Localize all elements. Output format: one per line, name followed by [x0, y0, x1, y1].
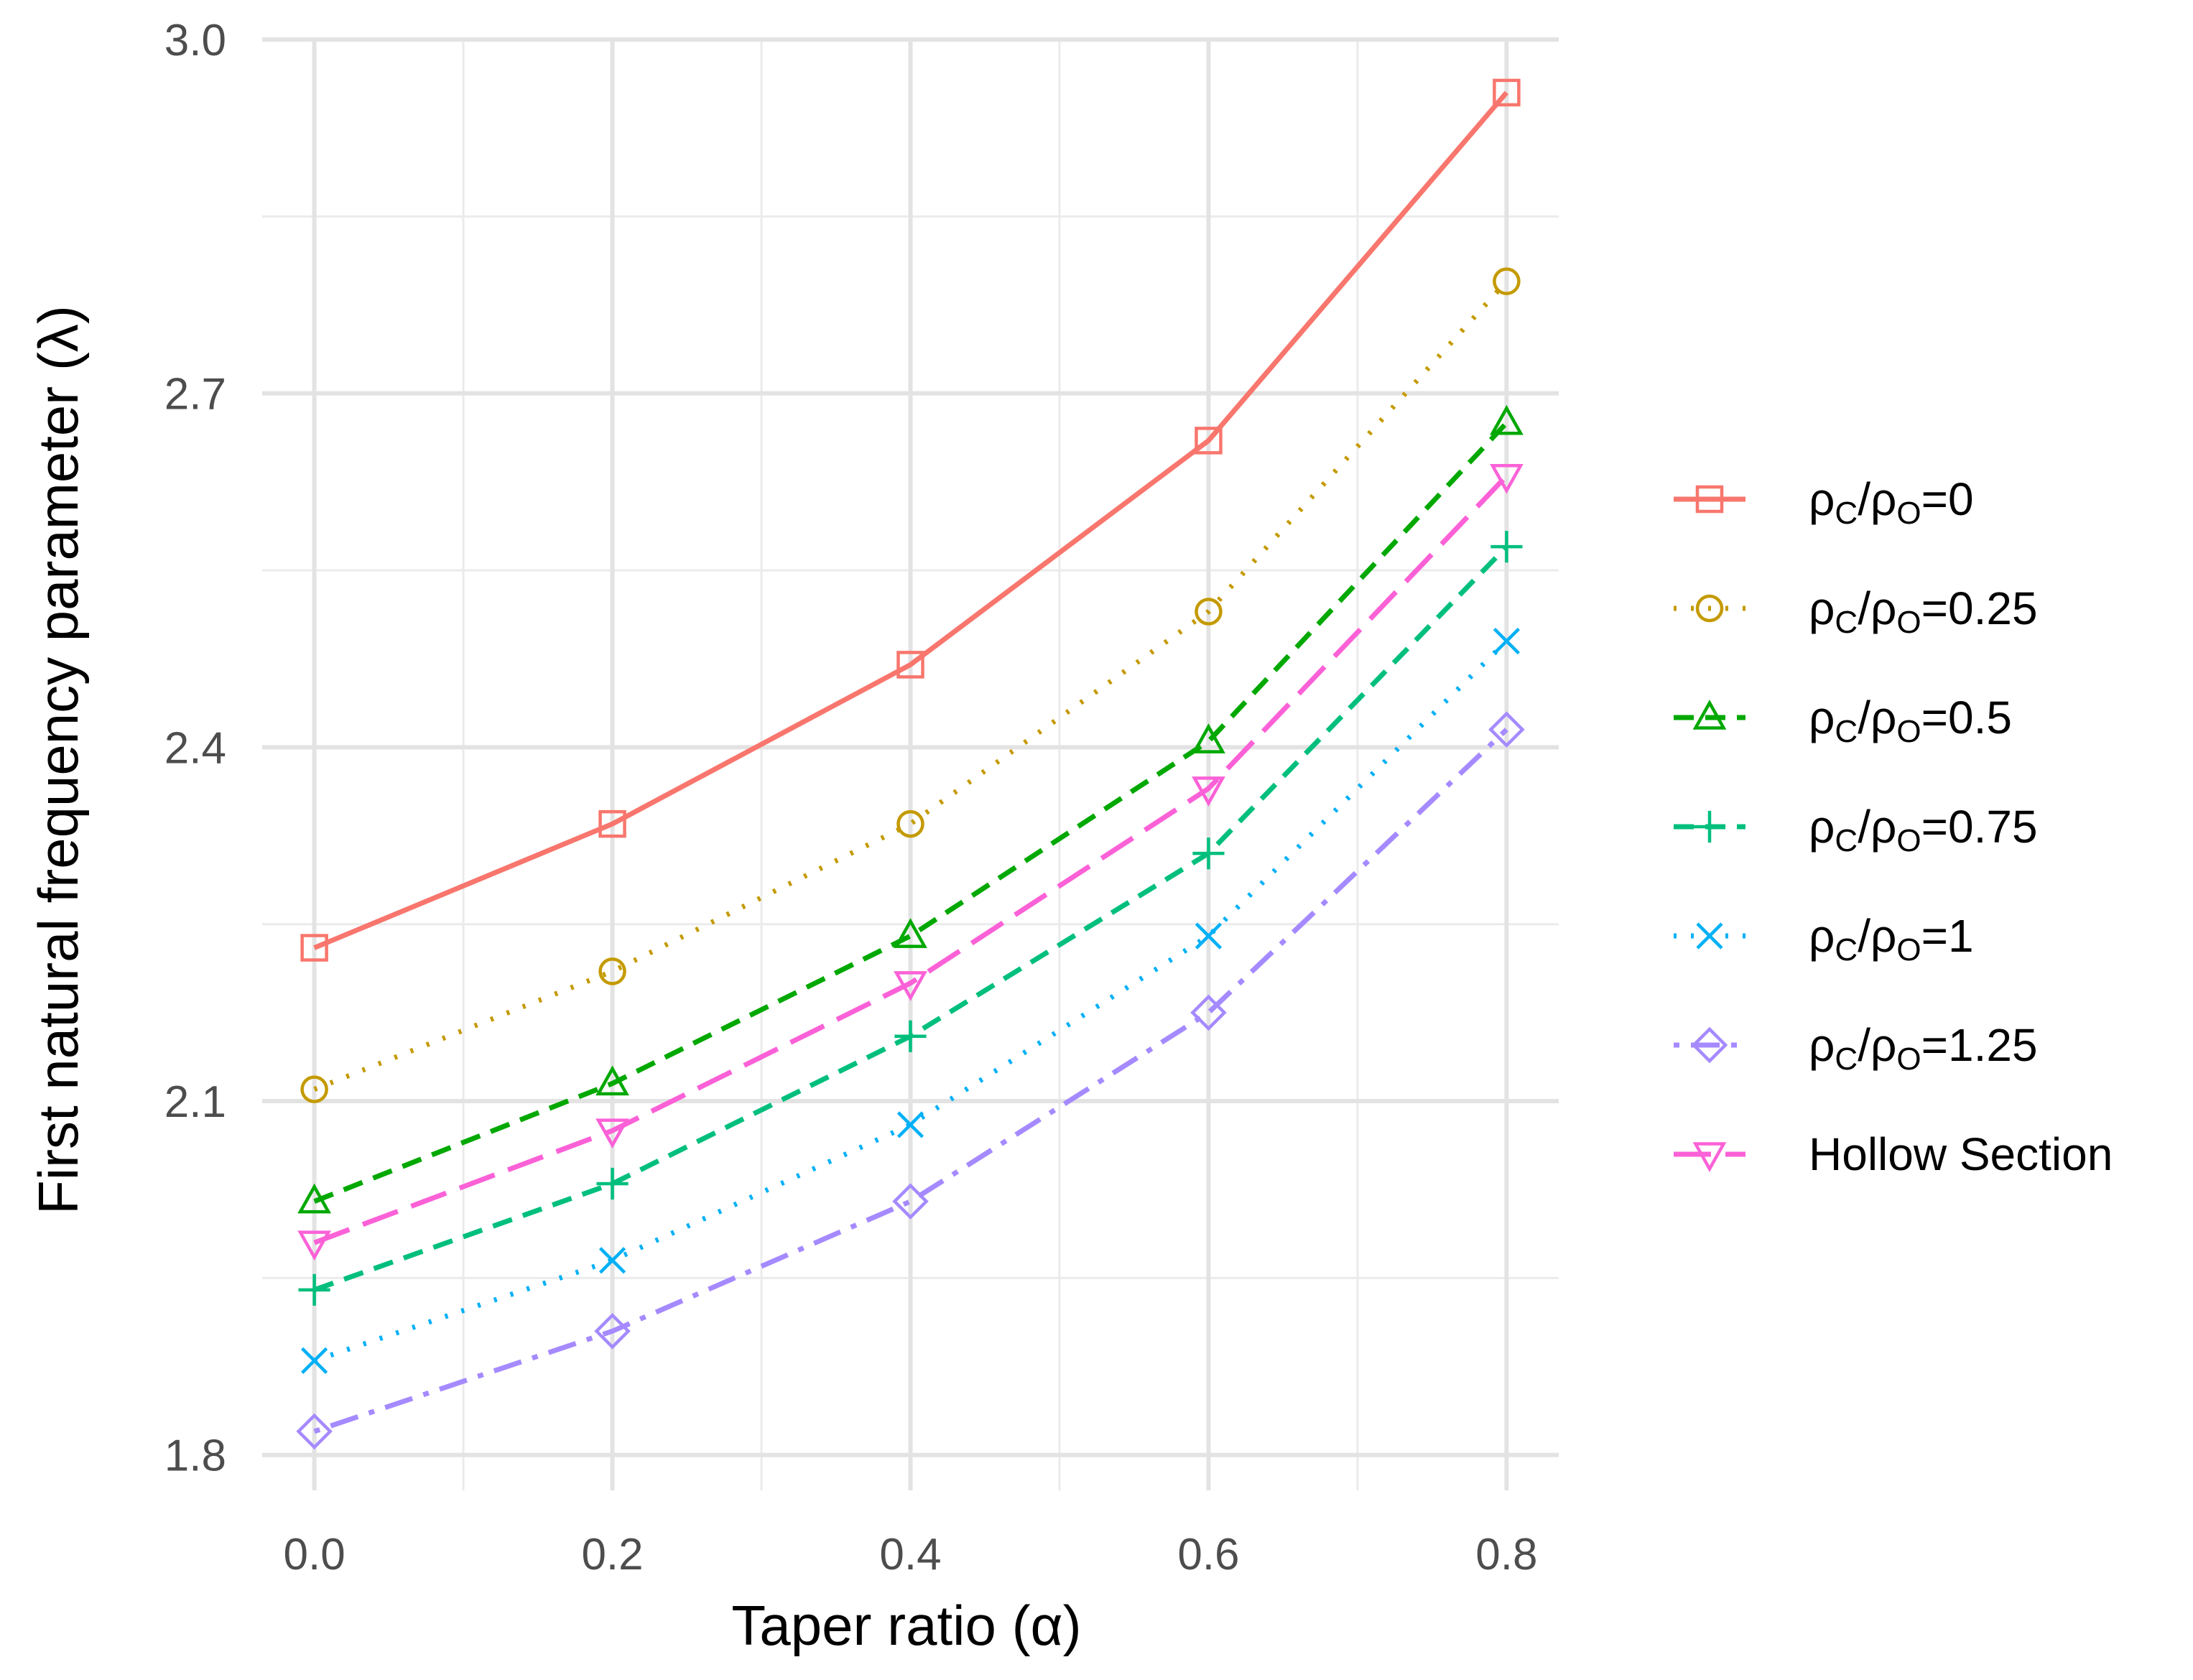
- legend-item: ρC/ρO=1.25: [1674, 1019, 2038, 1077]
- data-point: [598, 957, 626, 985]
- x-tick-label: 0.8: [1475, 1530, 1537, 1579]
- x-tick-label: 0.0: [284, 1530, 346, 1579]
- data-point: [894, 918, 927, 948]
- data-point: [1493, 78, 1521, 107]
- legend-item: ρC/ρO=0.75: [1674, 801, 2038, 858]
- data-point: [298, 1273, 330, 1306]
- series-0: [300, 78, 1521, 962]
- data-point: [1192, 776, 1225, 807]
- legend-item: ρC/ρO=0.25: [1674, 583, 2038, 640]
- legend-label: ρC/ρO=1: [1809, 910, 1974, 967]
- tick-label-layer: 0.0 0.2 0.4 0.6 0.8 1.8 2.1 2.4 2.7 3.0: [164, 16, 1538, 1579]
- data-point: [301, 1347, 328, 1374]
- data-point: [894, 1020, 927, 1052]
- series-line: [313, 91, 1509, 950]
- data-point: [598, 1247, 626, 1274]
- data-point: [896, 809, 924, 838]
- data-point: [1190, 994, 1227, 1031]
- legend-label: ρC/ρO=0.5: [1809, 692, 2012, 749]
- y-tick-label: 2.1: [164, 1077, 226, 1127]
- legend-label: ρC/ρO=1.25: [1809, 1019, 2038, 1077]
- data-point: [300, 934, 328, 962]
- data-point: [892, 1183, 929, 1220]
- series-6: [297, 463, 1524, 1261]
- data-point: [1489, 404, 1524, 435]
- series-line: [313, 728, 1508, 1434]
- series-1: [300, 267, 1521, 1103]
- data-point: [1192, 723, 1225, 753]
- x-tick-label: 0.4: [879, 1530, 941, 1579]
- data-point: [594, 1313, 631, 1350]
- y-tick-label: 1.8: [164, 1431, 226, 1481]
- grid-layer: [262, 37, 1559, 1490]
- data-point: [595, 1118, 629, 1149]
- data-point: [596, 1167, 629, 1200]
- legend-item: ρC/ρO=0: [1674, 473, 1974, 531]
- data-point: [300, 1075, 328, 1103]
- legend-key-marker: [1693, 810, 1726, 843]
- y-axis-title: First natural frequency parameter (λ): [27, 305, 90, 1215]
- series-layer: [296, 78, 1525, 1450]
- data-point: [896, 1111, 924, 1138]
- legend: ρC/ρO=0 ρC/ρO=0.25 ρC/ρO=0.5 ρC/ρO=0.75 ρC/ρ…: [1674, 473, 2113, 1180]
- series-2: [297, 404, 1524, 1214]
- series-line: [313, 474, 1508, 1245]
- data-point: [1493, 627, 1520, 655]
- legend-key-marker: [1692, 1142, 1727, 1172]
- data-point: [595, 1065, 629, 1096]
- data-point: [1195, 427, 1223, 455]
- series-5: [296, 711, 1525, 1450]
- x-tick-label: 0.6: [1177, 1530, 1239, 1579]
- data-point: [1490, 531, 1523, 563]
- data-point: [1195, 922, 1223, 950]
- data-point: [598, 809, 626, 838]
- series-line: [313, 639, 1508, 1363]
- data-point: [894, 971, 927, 1001]
- legend-key-marker: [1696, 922, 1723, 950]
- legend-item: ρC/ρO=0.5: [1674, 692, 2012, 749]
- series-line: [313, 421, 1508, 1204]
- data-point: [297, 1230, 332, 1261]
- legend-label: ρC/ρO=0.75: [1809, 801, 2038, 858]
- data-point: [1493, 267, 1521, 295]
- data-point: [1192, 837, 1225, 870]
- y-tick-label: 2.7: [164, 370, 226, 419]
- series-4: [301, 627, 1520, 1374]
- data-point: [297, 1183, 332, 1214]
- data-point: [1489, 463, 1524, 494]
- data-point: [1195, 598, 1223, 626]
- legend-key-marker: [1692, 700, 1727, 730]
- legend-key-marker: [1695, 594, 1724, 623]
- x-axis-title: Taper ratio (α): [731, 1594, 1081, 1657]
- legend-item: ρC/ρO=1: [1674, 910, 1974, 967]
- data-point: [1488, 711, 1525, 748]
- legend-label: ρC/ρO=0.25: [1809, 583, 2038, 640]
- legend-label: ρC/ρO=0: [1809, 473, 1974, 531]
- y-tick-label: 3.0: [164, 16, 226, 65]
- data-point: [296, 1413, 333, 1450]
- y-tick-label: 2.4: [164, 723, 226, 773]
- series-3: [298, 531, 1523, 1306]
- legend-label: Hollow Section: [1809, 1128, 2113, 1180]
- legend-key-marker: [1691, 1026, 1728, 1064]
- legend-key-marker: [1695, 485, 1724, 514]
- x-tick-label: 0.2: [581, 1530, 643, 1579]
- legend-item: Hollow Section: [1674, 1128, 2113, 1180]
- data-point: [896, 651, 924, 679]
